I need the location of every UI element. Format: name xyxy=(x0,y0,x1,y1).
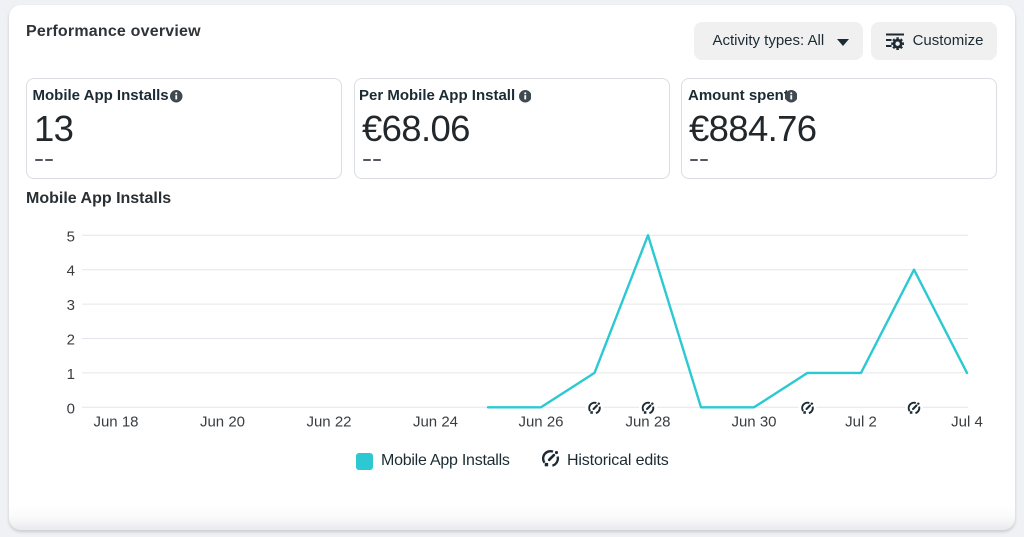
svg-text:Jun 22: Jun 22 xyxy=(306,414,351,431)
svg-text:4: 4 xyxy=(67,263,75,280)
svg-text:2: 2 xyxy=(67,332,75,349)
svg-text:0: 0 xyxy=(67,400,75,417)
svg-text:Jun 24: Jun 24 xyxy=(413,414,458,431)
svg-text:Jul 4: Jul 4 xyxy=(951,414,983,431)
svg-text:3: 3 xyxy=(67,297,75,314)
svg-text:Jun 18: Jun 18 xyxy=(93,414,138,431)
svg-text:Jun 30: Jun 30 xyxy=(731,414,776,431)
svg-text:Jun 26: Jun 26 xyxy=(518,414,563,431)
svg-text:Jul 2: Jul 2 xyxy=(845,414,877,431)
svg-text:5: 5 xyxy=(67,228,75,245)
svg-text:1: 1 xyxy=(67,366,75,383)
svg-text:Jun 20: Jun 20 xyxy=(200,414,245,431)
svg-text:Jun 28: Jun 28 xyxy=(625,414,670,431)
